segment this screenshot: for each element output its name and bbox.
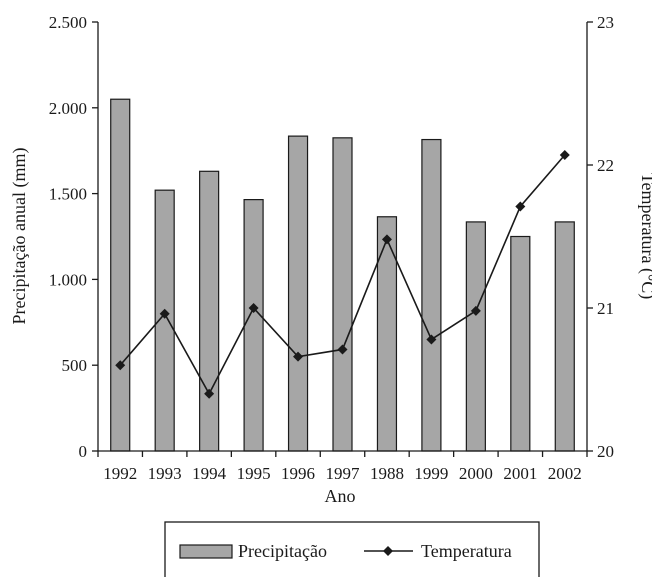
- bar: [243, 199, 264, 452]
- bar: [421, 138, 442, 452]
- legend-precipitation-label: Precipitação: [238, 541, 327, 561]
- x-tick-label: 1995: [237, 464, 271, 483]
- legend: Precipitação Temperatura: [164, 521, 540, 577]
- x-tick-label: 2002: [548, 464, 582, 483]
- x-tick-label: 1988: [370, 464, 404, 483]
- x-tick-label: 1996: [281, 464, 315, 483]
- y-left-tick-label: 2.500: [49, 13, 87, 32]
- temperature-point: [293, 351, 304, 362]
- x-tick-label: 2000: [459, 464, 493, 483]
- temperature-point: [159, 308, 170, 319]
- bar: [554, 221, 575, 452]
- y-left-tick-label: 500: [62, 356, 88, 375]
- y-right-tick-label: 22: [597, 156, 614, 175]
- temperature-point: [337, 344, 348, 355]
- temperature-point: [515, 201, 526, 212]
- temperature-point: [248, 303, 259, 313]
- bar: [510, 235, 531, 452]
- x-tick-label: 1992: [103, 464, 137, 483]
- y-left-tick-label: 2.000: [49, 99, 87, 118]
- bar: [287, 135, 309, 452]
- y-right-tick-label: 21: [597, 299, 614, 318]
- x-tick-label: 1999: [414, 464, 448, 483]
- y-left-tick-label: 1.500: [49, 185, 87, 204]
- x-tick-label: 2001: [503, 464, 537, 483]
- x-tick-label: 1997: [326, 464, 361, 483]
- temperature-point: [470, 305, 481, 316]
- bar-series: [110, 98, 575, 452]
- x-tick-label: 1993: [148, 464, 182, 483]
- legend-temperature-label: Temperatura: [421, 541, 512, 561]
- y-left-tick-label: 0: [79, 442, 88, 461]
- bar: [199, 170, 220, 452]
- temperature-point: [115, 360, 126, 371]
- temperature-point: [204, 388, 215, 399]
- axes: 0 500 1.000 1.500 2.000 2.500 20 21 22 23 1992 1993…: [49, 13, 614, 483]
- temperature-point: [559, 149, 570, 160]
- y-right-tick-label: 20: [597, 442, 614, 461]
- bar: [465, 221, 486, 452]
- bar: [110, 98, 131, 452]
- x-axis-title: Ano: [325, 486, 356, 506]
- legend-precipitation-swatch: [179, 544, 233, 559]
- temperature-point: [426, 334, 437, 345]
- y-left-tick-label: 1.000: [49, 270, 87, 289]
- y-axis-right-title: Temperatura (°C): [637, 173, 652, 299]
- x-tick-label: 1994: [192, 464, 227, 483]
- line-series: [115, 149, 570, 399]
- legend-temperature-marker: [383, 546, 393, 556]
- y-right-tick-label: 23: [597, 13, 614, 32]
- temperature-point: [381, 234, 392, 245]
- bar: [376, 216, 398, 452]
- legend-frame: [164, 521, 540, 577]
- y-axis-left-title: Precipitação anual (mm): [9, 148, 30, 325]
- bar: [332, 137, 353, 452]
